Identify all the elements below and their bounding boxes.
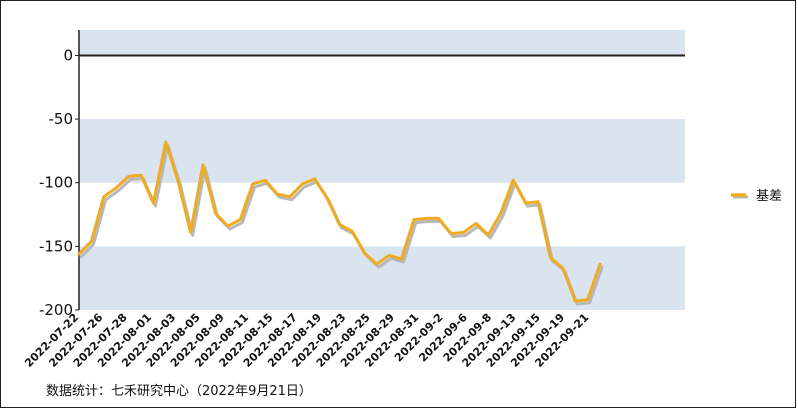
chart-legend: 基差 [731,189,782,204]
source-note: 数据统计：七禾研究中心（2022年9月21日） [46,384,312,399]
y-tick-label-0: 0 [63,46,73,64]
background-band-1 [79,119,685,183]
legend-label: 基差 [756,189,782,204]
y-tick-label-4: -200 [39,301,73,319]
chart-series [77,140,604,306]
y-tick-label-1: -50 [49,110,74,128]
y-tick-label-3: -150 [39,237,73,255]
chart-background-bands [79,30,685,310]
chart-axes: 0-50-100-150-2002022-07-222022-07-262022… [22,30,685,370]
series-line-jicha [77,140,602,303]
background-band-0 [79,30,685,56]
y-tick-label-2: -100 [39,174,73,192]
